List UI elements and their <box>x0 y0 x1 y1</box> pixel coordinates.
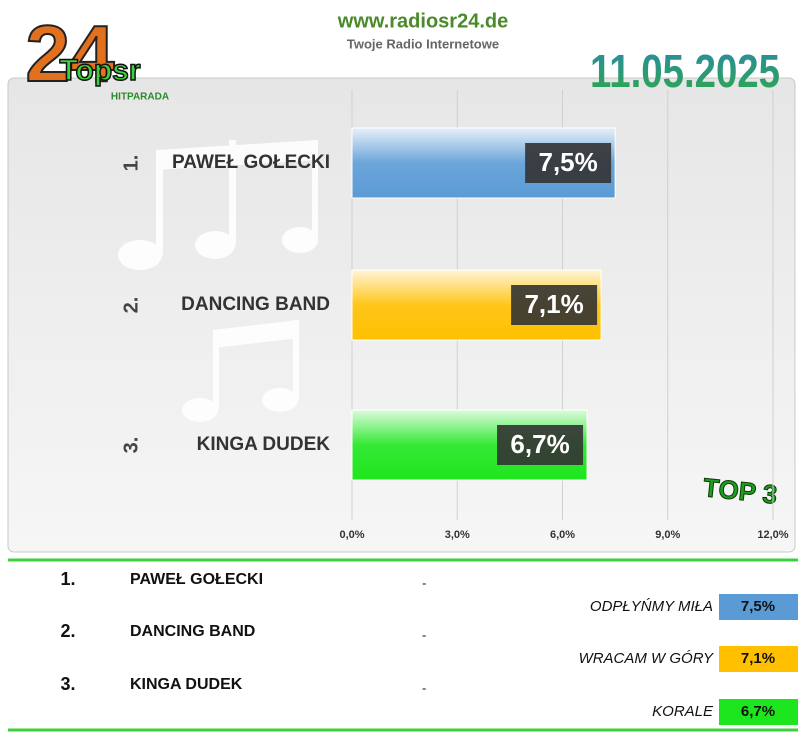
x-tick-label: 3,0% <box>445 529 470 541</box>
decor-notes <box>118 140 318 422</box>
badge: TOP 3 <box>702 472 779 510</box>
list-dash: - <box>422 575 426 590</box>
rank-label: 2. <box>120 297 142 314</box>
x-tick-label: 12,0% <box>757 529 788 541</box>
x-tick-label: 6,0% <box>550 529 575 541</box>
category-label: DANCING BAND <box>181 294 330 315</box>
logo-name: Topsr <box>59 54 140 87</box>
category-label: PAWEŁ GOŁECKI <box>172 152 330 173</box>
logo-number: 24 <box>26 9 115 98</box>
x-tick-label: 9,0% <box>655 529 680 541</box>
category-label: KINGA DUDEK <box>197 434 331 455</box>
rank-label: 3. <box>120 437 142 454</box>
value-label-box <box>525 143 612 183</box>
value-label: 7,5% <box>538 147 597 177</box>
value-label-box <box>497 425 584 465</box>
value-label: 6,7% <box>510 429 569 459</box>
list-score: 7,5% <box>741 598 775 615</box>
value-label-box <box>511 285 598 325</box>
list-dash: - <box>422 680 426 695</box>
site: www.radiosr24.de <box>337 10 508 32</box>
list-artist: KINGA DUDEK <box>130 676 243 693</box>
list-song: ODPŁYŃMY MIŁA <box>590 598 713 615</box>
list-artist: PAWEŁ GOŁECKI <box>130 571 263 588</box>
list-song: KORALE <box>652 703 714 720</box>
list-score: 7,1% <box>741 650 775 667</box>
logo-sub: HITPARADA <box>111 92 169 103</box>
value-label: 7,1% <box>524 289 583 319</box>
score-box <box>719 646 798 672</box>
list-artist: DANCING BAND <box>130 623 255 640</box>
rank-label: 1. <box>120 155 142 172</box>
list-song: WRACAM W GÓRY <box>579 650 714 667</box>
x-tick-label: 0,0% <box>339 529 364 541</box>
score-box <box>719 594 798 620</box>
list-rank: 3. <box>60 674 75 694</box>
tagline: Twoje Radio Internetowe <box>347 36 499 51</box>
list-rank: 1. <box>60 569 75 589</box>
list-dash: - <box>422 627 426 642</box>
list-score: 6,7% <box>741 703 775 720</box>
list-rank: 2. <box>60 621 75 641</box>
date: 11.05.2025 <box>590 45 780 97</box>
score-box <box>719 699 798 725</box>
